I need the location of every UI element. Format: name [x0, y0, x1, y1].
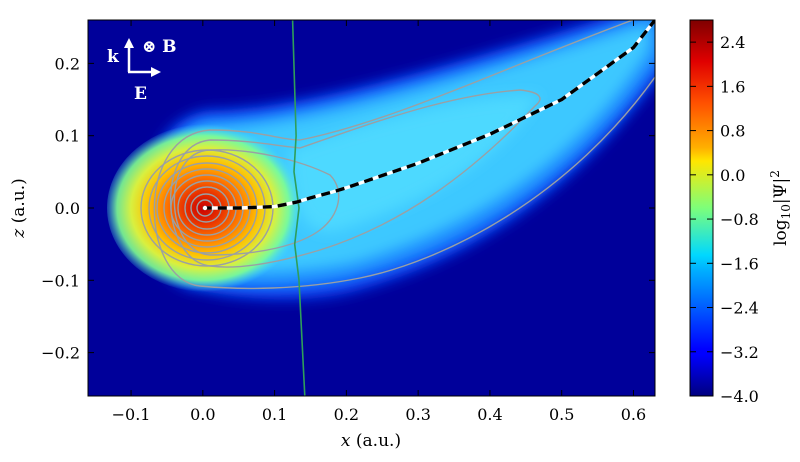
x-axis-label: x (a.u.) — [341, 431, 401, 451]
colorbar-tick-label: 0.8 — [720, 122, 745, 141]
y-tick-label: 0.1 — [55, 127, 80, 146]
x-tick-label: 0.1 — [262, 405, 287, 424]
x-axis-ticks: −0.1 0.0 0.1 0.2 0.3 0.4 0.5 0.6 — [112, 20, 646, 424]
y-axis-ticks: −0.2 −0.1 0.0 0.1 0.2 — [41, 54, 655, 363]
colorbar-tick-label: 2.4 — [720, 33, 745, 52]
colorbar-tick-label: −0.8 — [720, 210, 759, 229]
b-label: ⊗ B — [142, 37, 177, 57]
colorbar-tick-label: −3.2 — [720, 343, 759, 362]
y-tick-label: 0.0 — [55, 199, 80, 218]
x-tick-label: 0.3 — [405, 405, 430, 424]
x-tick-label: 0.5 — [549, 405, 574, 424]
x-tick-label: 0.2 — [334, 405, 359, 424]
colorbar-tick-label: −2.4 — [720, 299, 759, 318]
y-tick-label: −0.1 — [41, 271, 80, 290]
field-direction-legend: k ⊗ B E — [107, 37, 177, 104]
x-tick-label: −0.1 — [112, 405, 151, 424]
e-arrow-head — [151, 67, 161, 77]
data-layer — [202, 20, 655, 396]
colorbar-tick-label: −1.6 — [720, 254, 759, 273]
colorbar-label: log10|Ψ|2 — [768, 170, 793, 246]
colorbar — [689, 19, 714, 397]
boundary-line — [291, 20, 306, 396]
e-label: E — [134, 84, 147, 104]
x-tick-label: 0.6 — [621, 405, 646, 424]
y-tick-label: 0.2 — [55, 54, 80, 73]
colorbar-tick-label: 0.0 — [720, 166, 745, 185]
colorbar-tick-label: −4.0 — [720, 387, 759, 406]
colorbar-ticks: 2.4 1.6 0.8 0.0 −0.8 −1.6 −2.4 −3.2 −4.0 — [690, 33, 759, 406]
y-tick-label: −0.2 — [41, 344, 80, 363]
contour-lines — [140, 20, 655, 290]
colorbar-tick-label: 1.6 — [720, 77, 745, 96]
contour-third — [173, 149, 340, 256]
k-label: k — [107, 47, 120, 67]
y-axis-label: z (a.u.) — [9, 178, 29, 239]
contour-outer — [153, 20, 655, 290]
x-tick-label: 0.0 — [190, 405, 215, 424]
trajectory-line — [202, 20, 655, 210]
heatmap-field — [107, 20, 655, 300]
origin-marker — [202, 205, 208, 211]
contour-second — [169, 89, 541, 268]
x-tick-label: 0.4 — [477, 405, 502, 424]
k-arrow-head — [124, 38, 134, 48]
